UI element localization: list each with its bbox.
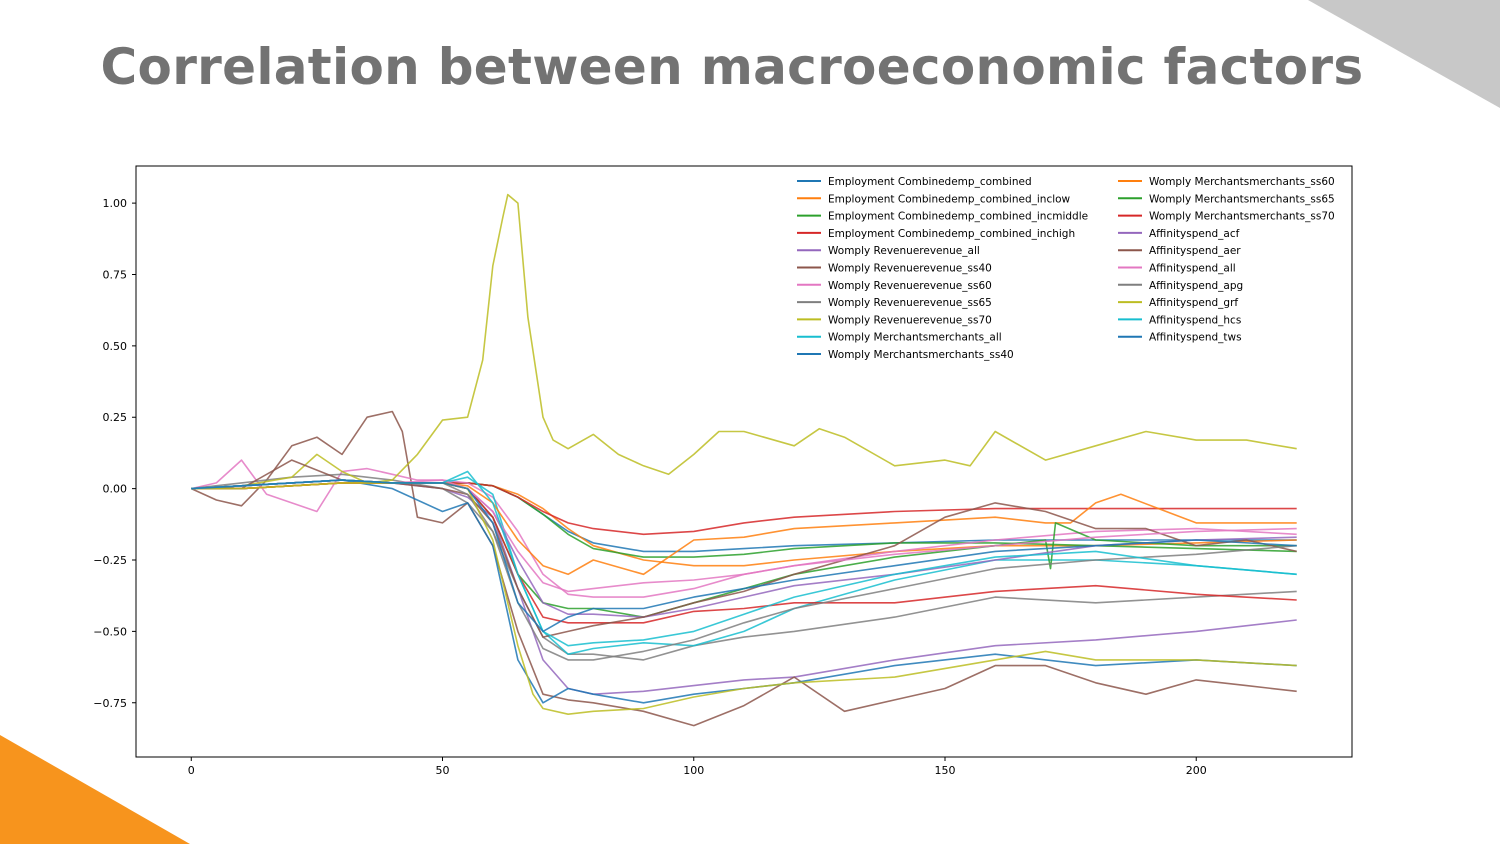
y-tick-label: 0.00 bbox=[103, 483, 128, 496]
series-line-womply-revenuerevenue-ss40 bbox=[190, 410, 1297, 727]
legend-entry: Affinityspend_aer bbox=[1118, 245, 1241, 257]
legend-label: Womply Merchantsmerchants_ss70 bbox=[1149, 211, 1335, 223]
x-tick-label: 100 bbox=[683, 764, 704, 777]
series-layer bbox=[190, 193, 1297, 727]
legend-label: Womply Revenuerevenue_ss65 bbox=[828, 297, 992, 309]
legend-label: Womply Merchantsmerchants_ss40 bbox=[828, 349, 1014, 361]
x-tick-label: 50 bbox=[436, 764, 450, 777]
y-tick-label: −0.50 bbox=[93, 625, 127, 638]
series-line-employment-combinedemp-combined-inclow bbox=[191, 482, 1297, 567]
legend-label: Womply Revenuerevenue_ss70 bbox=[828, 314, 992, 326]
legend-label: Employment Combinedemp_combined_inclow bbox=[828, 193, 1071, 205]
axes-layer: 0 50 100 150 200 1.00 0.75 0.50 0.25 0.00 −0.25 −0.… bbox=[93, 197, 1206, 777]
legend-label: Employment Combinedemp_combined_incmiddl… bbox=[828, 211, 1088, 223]
series-line-womply-revenuerevenue-all bbox=[191, 479, 1297, 696]
legend-entry: Employment Combinedemp_combined_incmiddl… bbox=[797, 211, 1088, 223]
legend-label: Affinityspend_grf bbox=[1149, 297, 1238, 309]
series-line-affinityspend-grf bbox=[191, 482, 1297, 716]
chart-legend: Employment Combinedemp_combined Employmen… bbox=[797, 176, 1335, 361]
legend-entry: Womply Merchantsmerchants_ss65 bbox=[1118, 193, 1335, 205]
legend-entry: Affinityspend_apg bbox=[1118, 280, 1243, 292]
y-tick-label: −0.75 bbox=[93, 697, 127, 710]
legend-entry: Womply Revenuerevenue_ss65 bbox=[797, 297, 992, 309]
legend-label: Affinityspend_aer bbox=[1149, 245, 1241, 257]
legend-label: Affinityspend_tws bbox=[1149, 332, 1242, 344]
y-tick-label: 1.00 bbox=[103, 197, 128, 210]
legend-label: Womply Merchantsmerchants_ss60 bbox=[1149, 176, 1335, 188]
legend-entry: Womply Merchantsmerchants_all bbox=[797, 332, 1002, 344]
legend-entry: Womply Merchantsmerchants_ss70 bbox=[1118, 211, 1335, 223]
legend-label: Affinityspend_acf bbox=[1149, 228, 1240, 240]
slide-title: Correlation between macroeconomic factor… bbox=[100, 38, 1364, 96]
legend-entry: Employment Combinedemp_combined_inchigh bbox=[797, 228, 1075, 240]
legend-entry: Womply Merchantsmerchants_ss60 bbox=[1118, 176, 1335, 188]
legend-label: Employment Combinedemp_combined_inchigh bbox=[828, 228, 1075, 240]
legend-entry: Womply Revenuerevenue_ss60 bbox=[797, 280, 992, 292]
series-line-affinityspend-apg bbox=[191, 479, 1297, 661]
legend-label: Womply Merchantsmerchants_ss65 bbox=[1149, 193, 1335, 205]
legend-entry: Womply Revenuerevenue_ss40 bbox=[797, 263, 992, 275]
y-tick-label: −0.25 bbox=[93, 554, 127, 567]
legend-label: Affinityspend_all bbox=[1149, 263, 1236, 275]
legend-entry: Womply Merchantsmerchants_ss40 bbox=[797, 349, 1014, 361]
series-line-womply-revenuerevenue-ss70 bbox=[191, 193, 1297, 490]
legend-label: Womply Revenuerevenue_ss40 bbox=[828, 263, 992, 275]
series-line-employment-combinedemp-combined-inchigh bbox=[191, 482, 1297, 536]
y-tick-label: 0.50 bbox=[103, 340, 128, 353]
legend-entry: Womply Revenuerevenue_ss70 bbox=[797, 314, 992, 326]
x-tick-label: 150 bbox=[934, 764, 955, 777]
y-tick-label: 0.25 bbox=[103, 411, 128, 424]
x-tick-label: 0 bbox=[188, 764, 195, 777]
series-line-womply-revenuerevenue-ss60 bbox=[191, 459, 1297, 598]
series-line-employment-combinedemp-combined bbox=[191, 482, 1297, 553]
series-line-affinityspend-aer bbox=[191, 459, 1297, 638]
legend-entry: Affinityspend_grf bbox=[1118, 297, 1238, 309]
legend-label: Womply Revenuerevenue_ss60 bbox=[828, 280, 992, 292]
legend-entry: Affinityspend_acf bbox=[1118, 228, 1240, 240]
series-line-employment-combinedemp-combined-incmiddle bbox=[191, 482, 1297, 558]
series-line-affinityspend-tws bbox=[191, 479, 1297, 633]
legend-label: Affinityspend_hcs bbox=[1149, 314, 1241, 326]
legend-label: Womply Merchantsmerchants_all bbox=[828, 332, 1002, 344]
legend-entry: Affinityspend_tws bbox=[1118, 332, 1242, 344]
series-line-affinityspend-all bbox=[191, 479, 1297, 593]
legend-entry: Employment Combinedemp_combined_inclow bbox=[797, 193, 1071, 205]
legend-entry: Affinityspend_all bbox=[1118, 263, 1236, 275]
legend-label: Womply Revenuerevenue_all bbox=[828, 245, 980, 257]
plot-area-frame bbox=[135, 165, 1353, 758]
x-tick-label: 200 bbox=[1186, 764, 1207, 777]
y-tick-label: 0.75 bbox=[103, 268, 128, 281]
legend-label: Affinityspend_apg bbox=[1149, 280, 1243, 292]
legend-entry: Womply Revenuerevenue_all bbox=[797, 245, 980, 257]
legend-label: Employment Combinedemp_combined bbox=[828, 176, 1032, 188]
legend-entry: Employment Combinedemp_combined bbox=[797, 176, 1032, 188]
legend-entry: Affinityspend_hcs bbox=[1118, 314, 1241, 326]
